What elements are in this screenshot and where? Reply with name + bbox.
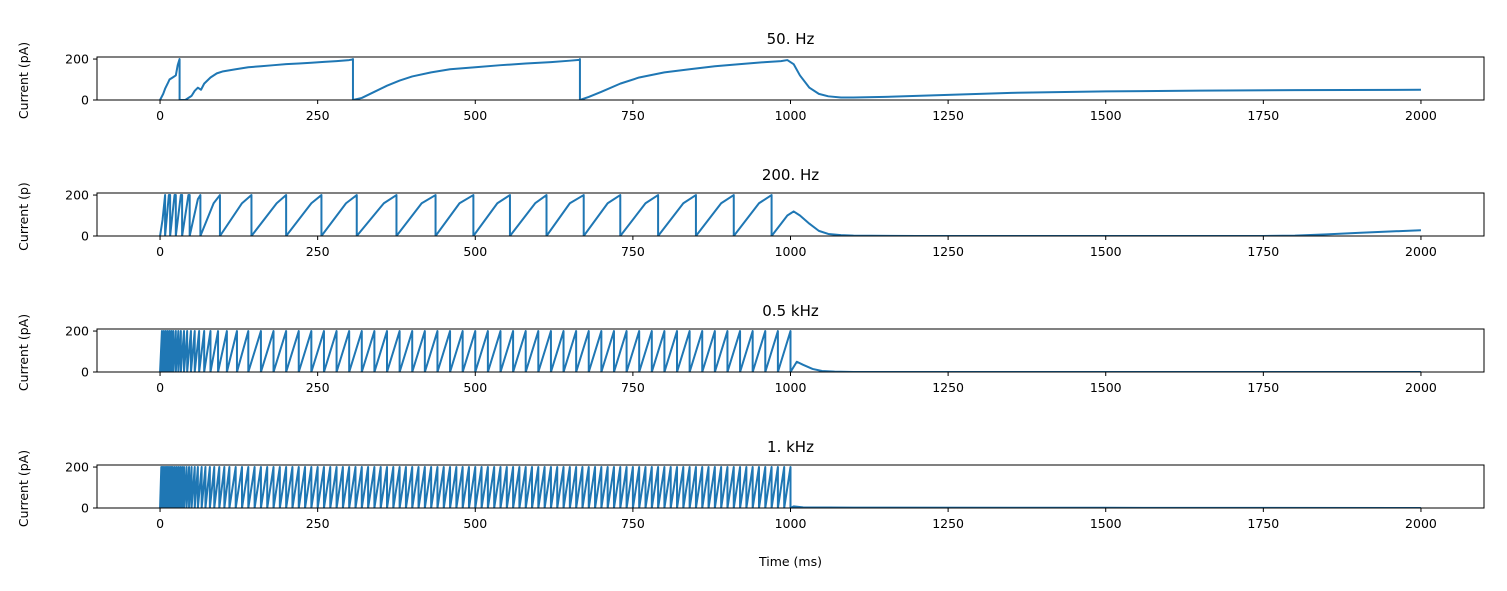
x-tick-label: 1750 xyxy=(1247,108,1279,123)
x-tick-label: 1250 xyxy=(932,108,964,123)
subplot-title: 200. Hz xyxy=(762,166,819,184)
subplot-4: 0 250 500 750 1000 1250 1500 1750 2000 0 200 1. kHz… xyxy=(16,438,1485,569)
x-tick-label: 500 xyxy=(463,516,487,531)
subplot-3: 0 250 500 750 1000 1250 1500 1750 2000 0 200 0.5 kH… xyxy=(16,302,1485,395)
x-tick-label: 750 xyxy=(621,516,645,531)
x-tick-label: 1250 xyxy=(932,380,964,395)
x-tick-label: 1750 xyxy=(1247,244,1279,259)
y-tick-label: 200 xyxy=(65,188,89,203)
y-axis-label: Current (p) xyxy=(16,182,31,251)
x-tick-label: 1500 xyxy=(1090,244,1122,259)
x-tick-label: 1250 xyxy=(932,244,964,259)
subplot-1: 0 250 500 750 1000 1250 1500 1750 2000 0 200 50. Hz… xyxy=(16,30,1485,123)
x-tick-label: 250 xyxy=(306,380,330,395)
x-tick-label: 1500 xyxy=(1090,108,1122,123)
y-tick-label: 200 xyxy=(65,460,89,475)
x-tick-label: 2000 xyxy=(1405,244,1437,259)
subplot-title: 0.5 kHz xyxy=(762,302,819,320)
series-line xyxy=(159,330,1421,372)
y-tick-label: 200 xyxy=(65,52,89,67)
y-tick-label: 0 xyxy=(81,229,89,244)
x-tick-label: 1250 xyxy=(932,516,964,531)
x-tick-label: 1500 xyxy=(1090,516,1122,531)
y-tick-label: 0 xyxy=(81,365,89,380)
x-tick-label: 0 xyxy=(156,108,164,123)
x-tick-label: 2000 xyxy=(1405,516,1437,531)
y-tick-label: 0 xyxy=(81,501,89,516)
x-tick-label: 750 xyxy=(621,108,645,123)
y-axis-label: Current (pA) xyxy=(16,42,31,119)
x-tick-label: 250 xyxy=(306,108,330,123)
x-tick-label: 1000 xyxy=(775,380,807,395)
subplot-2: 0 250 500 750 1000 1250 1500 1750 2000 0 200 200. H… xyxy=(16,166,1485,259)
x-tick-label: 1500 xyxy=(1090,380,1122,395)
x-tick-label: 2000 xyxy=(1405,380,1437,395)
x-tick-label: 250 xyxy=(306,244,330,259)
subplot-title: 50. Hz xyxy=(767,30,815,48)
x-tick-label: 500 xyxy=(463,108,487,123)
series-line xyxy=(159,194,1421,236)
x-tick-label: 0 xyxy=(156,244,164,259)
x-tick-label: 1750 xyxy=(1247,380,1279,395)
subplot-title: 1. kHz xyxy=(767,438,814,456)
x-tick-label: 0 xyxy=(156,380,164,395)
x-tick-label: 1000 xyxy=(775,244,807,259)
x-axis-label: Time (ms) xyxy=(758,554,822,569)
x-tick-label: 1000 xyxy=(775,516,807,531)
x-tick-label: 1750 xyxy=(1247,516,1279,531)
x-tick-label: 2000 xyxy=(1405,108,1437,123)
y-axis-label: Current (pA) xyxy=(16,314,31,391)
x-tick-label: 500 xyxy=(463,380,487,395)
y-axis-label: Current (pA) xyxy=(16,450,31,527)
x-tick-label: 750 xyxy=(621,244,645,259)
x-tick-label: 500 xyxy=(463,244,487,259)
series-line xyxy=(159,466,1421,508)
x-tick-label: 0 xyxy=(156,516,164,531)
x-tick-label: 250 xyxy=(306,516,330,531)
x-tick-label: 1000 xyxy=(775,108,807,123)
x-tick-label: 750 xyxy=(621,380,645,395)
y-tick-label: 0 xyxy=(81,93,89,108)
y-tick-label: 200 xyxy=(65,324,89,339)
series-line xyxy=(159,58,1421,100)
